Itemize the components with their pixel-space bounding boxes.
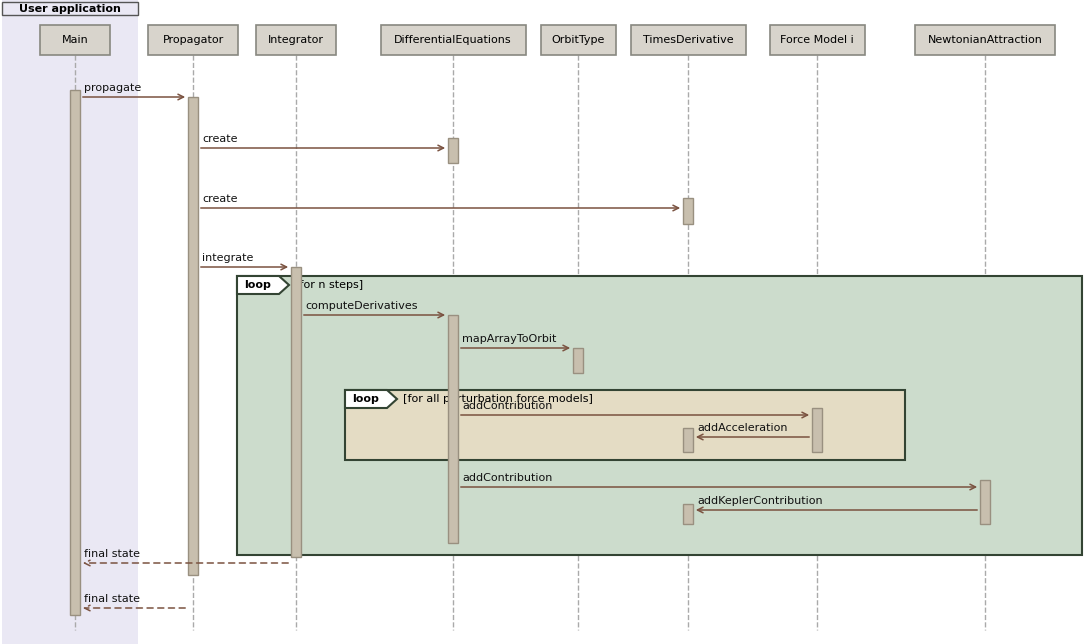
Text: [for all perturbation force models]: [for all perturbation force models] [403, 394, 593, 404]
Text: final state: final state [84, 594, 140, 604]
FancyBboxPatch shape [683, 198, 693, 224]
FancyBboxPatch shape [2, 0, 138, 644]
FancyBboxPatch shape [683, 504, 693, 524]
FancyBboxPatch shape [915, 25, 1055, 55]
Text: create: create [202, 134, 238, 144]
Text: Propagator: Propagator [163, 35, 224, 45]
Polygon shape [345, 390, 397, 408]
Text: addAcceleration: addAcceleration [697, 423, 787, 433]
Text: TimesDerivative: TimesDerivative [643, 35, 733, 45]
FancyBboxPatch shape [683, 428, 693, 452]
FancyBboxPatch shape [40, 25, 110, 55]
Polygon shape [237, 276, 289, 294]
FancyBboxPatch shape [449, 138, 458, 163]
FancyBboxPatch shape [148, 25, 238, 55]
FancyBboxPatch shape [573, 348, 583, 373]
Text: Integrator: Integrator [268, 35, 324, 45]
FancyBboxPatch shape [980, 480, 990, 524]
Text: mapArrayToOrbit: mapArrayToOrbit [462, 334, 556, 344]
Text: loop: loop [244, 280, 272, 290]
FancyBboxPatch shape [237, 276, 1082, 555]
Text: addContribution: addContribution [462, 401, 553, 411]
Text: addContribution: addContribution [462, 473, 553, 483]
Text: Main: Main [62, 35, 88, 45]
Text: final state: final state [84, 549, 140, 559]
FancyBboxPatch shape [291, 267, 301, 557]
FancyBboxPatch shape [380, 25, 526, 55]
Text: addKeplerContribution: addKeplerContribution [697, 496, 822, 506]
Text: integrate: integrate [202, 253, 253, 263]
Text: create: create [202, 194, 238, 204]
FancyBboxPatch shape [70, 90, 80, 615]
Text: loop: loop [353, 394, 379, 404]
Text: OrbitType: OrbitType [552, 35, 605, 45]
FancyBboxPatch shape [256, 25, 336, 55]
FancyBboxPatch shape [812, 408, 822, 452]
FancyBboxPatch shape [2, 2, 138, 15]
FancyBboxPatch shape [188, 97, 198, 575]
Text: [for n steps]: [for n steps] [295, 280, 363, 290]
Text: propagate: propagate [84, 83, 141, 93]
Text: Force Model i: Force Model i [780, 35, 854, 45]
Text: computeDerivatives: computeDerivatives [305, 301, 417, 311]
FancyBboxPatch shape [449, 315, 458, 543]
Text: NewtonianAttraction: NewtonianAttraction [927, 35, 1043, 45]
FancyBboxPatch shape [770, 25, 864, 55]
FancyBboxPatch shape [631, 25, 745, 55]
FancyBboxPatch shape [541, 25, 616, 55]
Text: User application: User application [20, 3, 121, 14]
Text: DifferentialEquations: DifferentialEquations [394, 35, 512, 45]
FancyBboxPatch shape [345, 390, 905, 460]
